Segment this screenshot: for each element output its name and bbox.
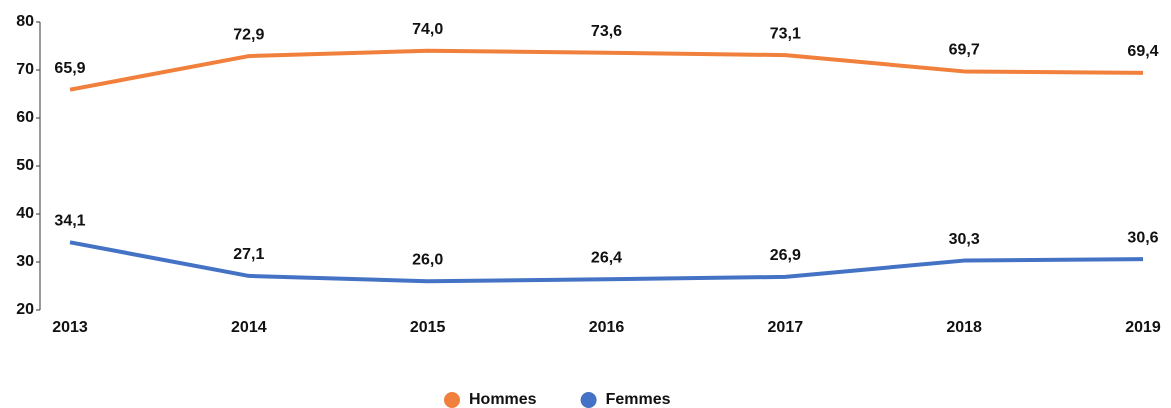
y-tick-label: 20	[16, 301, 34, 318]
y-tick-label: 40	[16, 205, 34, 222]
data-label: 74,0	[412, 21, 443, 38]
legend-marker	[580, 392, 597, 408]
line	[69, 48, 1144, 92]
x-tick-label: 2016	[589, 319, 625, 336]
legend-marker	[444, 392, 460, 408]
data-label: 30,6	[1127, 229, 1158, 246]
data-label: 69,4	[1127, 43, 1158, 60]
y-tick-label: 30	[16, 253, 34, 270]
y-tick-label: 60	[16, 109, 34, 126]
data-label: 26,9	[770, 247, 801, 264]
data-label: 34,1	[54, 213, 85, 230]
y-tick-label: 50	[16, 157, 34, 174]
legend-label: Femmes	[606, 391, 671, 408]
line	[69, 240, 1144, 284]
x-tick-label: 2014	[231, 319, 267, 336]
data-label: 65,9	[54, 60, 85, 77]
data-label: 26,0	[412, 251, 443, 268]
data-label: 73,1	[770, 25, 801, 42]
x-tick-label: 2015	[410, 319, 446, 336]
data-label: 72,9	[233, 26, 264, 43]
x-tick-label: 2019	[1125, 319, 1161, 336]
legend-label: Hommes	[469, 391, 537, 408]
data-label: 73,6	[591, 23, 622, 40]
y-tick-label: 70	[16, 61, 34, 78]
data-label: 26,4	[591, 249, 622, 266]
x-tick-label: 2017	[768, 319, 804, 336]
x-tick-label: 2018	[946, 319, 982, 336]
x-tick-label: 2013	[52, 319, 88, 336]
data-label: 69,7	[949, 42, 980, 59]
data-label: 30,3	[949, 231, 980, 248]
y-tick-label: 80	[16, 13, 34, 30]
data-label: 27,1	[233, 246, 264, 263]
